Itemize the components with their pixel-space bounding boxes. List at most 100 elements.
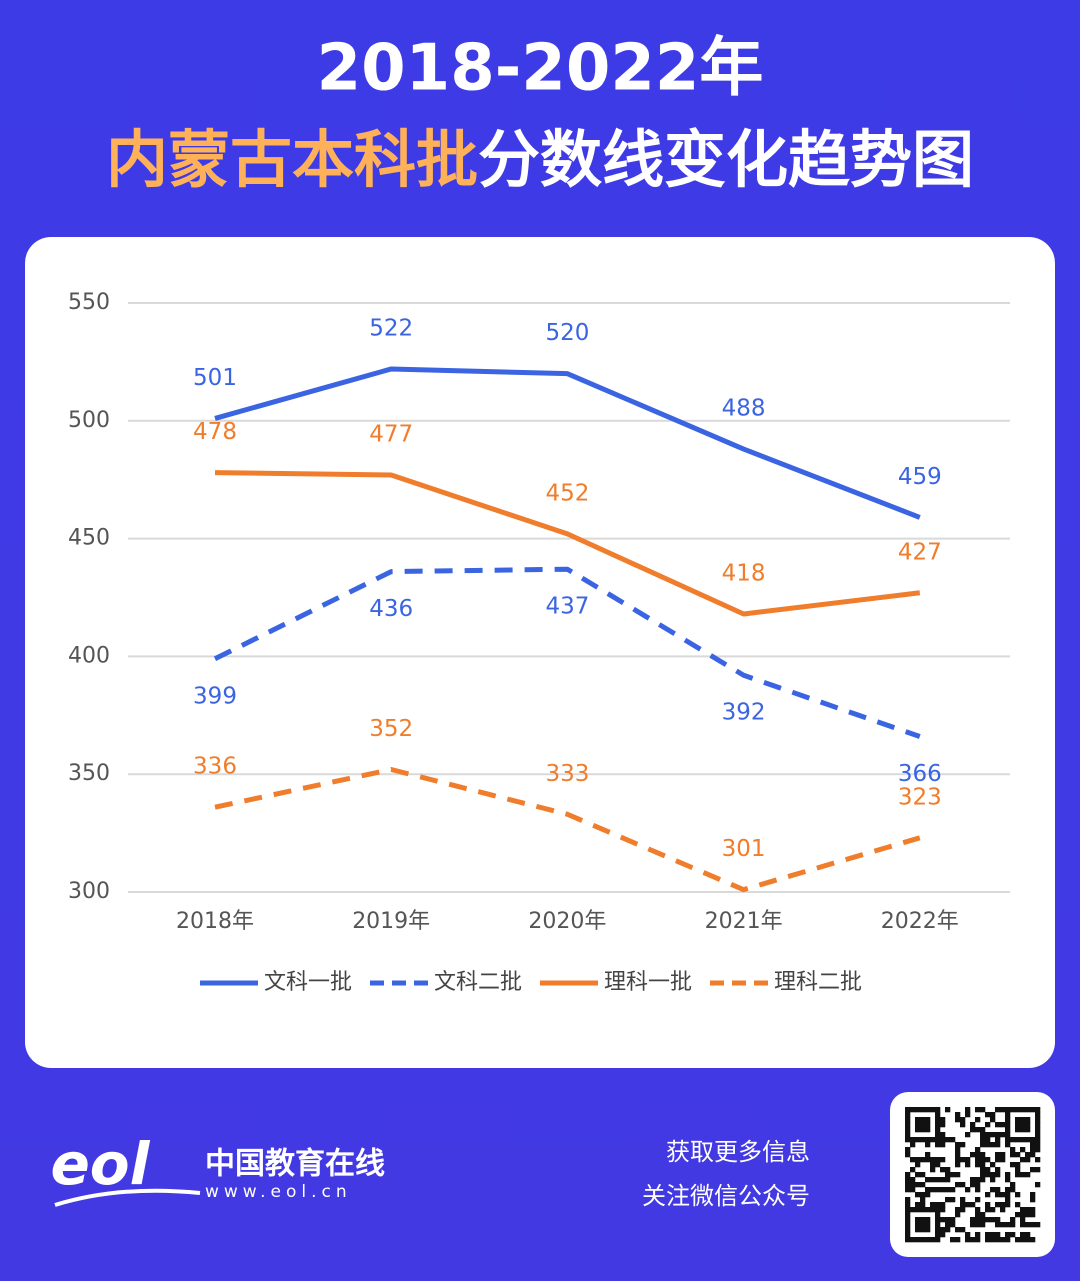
qr-module <box>1010 1147 1016 1153</box>
qr-module <box>980 1107 986 1113</box>
data-label: 522 <box>369 315 413 341</box>
qr-module <box>985 1237 991 1243</box>
qr-module <box>905 1172 911 1178</box>
x-tick-label: 2020年 <box>528 909 606 934</box>
qr-module <box>1030 1147 1036 1153</box>
qr-module <box>905 1212 911 1218</box>
qr-module <box>970 1122 976 1128</box>
qr-module <box>1000 1157 1006 1163</box>
qr-module <box>920 1172 926 1178</box>
data-label: 459 <box>898 464 942 490</box>
qr-module <box>945 1177 951 1183</box>
qr-module <box>935 1217 941 1223</box>
qr-module <box>1000 1237 1006 1243</box>
qr-module <box>1020 1137 1026 1143</box>
qr-module <box>910 1177 916 1183</box>
qr-module <box>920 1122 926 1128</box>
qr-module <box>990 1232 996 1238</box>
qr-module <box>915 1182 921 1188</box>
qr-module <box>915 1227 921 1233</box>
qr-module <box>945 1137 951 1143</box>
qr-module <box>935 1117 941 1123</box>
qr-module <box>955 1237 961 1243</box>
qr-module <box>910 1157 916 1163</box>
qr-module <box>945 1227 951 1233</box>
qr-module <box>1000 1202 1006 1208</box>
qr-module <box>920 1222 926 1228</box>
qr-module <box>935 1177 941 1183</box>
qr-module <box>980 1142 986 1148</box>
qr-module <box>985 1157 991 1163</box>
qr-module <box>975 1222 981 1228</box>
qr-module <box>1015 1152 1021 1158</box>
qr-module <box>905 1207 911 1213</box>
qr-module <box>965 1187 971 1193</box>
x-tick-label: 2022年 <box>881 909 959 934</box>
qr-module <box>1025 1237 1031 1243</box>
qr-module <box>980 1152 986 1158</box>
qr-module <box>955 1162 961 1168</box>
qr-module <box>970 1237 976 1243</box>
qr-module <box>995 1157 1001 1163</box>
qr-module <box>985 1232 991 1238</box>
qr-module <box>1020 1212 1026 1218</box>
data-label: 336 <box>193 754 237 780</box>
qr-module <box>1000 1192 1006 1198</box>
qr-module <box>1030 1237 1036 1243</box>
qr-module <box>915 1192 921 1198</box>
qr-module <box>995 1202 1001 1208</box>
qr-module <box>985 1132 991 1138</box>
qr-module <box>1010 1162 1016 1168</box>
qr-module <box>920 1197 926 1203</box>
qr-module <box>925 1222 931 1228</box>
qr-module <box>955 1117 961 1123</box>
qr-module <box>1005 1112 1011 1118</box>
qr-module <box>920 1192 926 1198</box>
qr-module <box>985 1167 991 1173</box>
qr-module <box>1010 1217 1016 1223</box>
qr-module <box>935 1132 941 1138</box>
qr-module <box>980 1132 986 1138</box>
qr-module <box>910 1182 916 1188</box>
qr-module <box>1020 1222 1026 1228</box>
qr-module <box>975 1162 981 1168</box>
qr-module <box>925 1177 931 1183</box>
qr-module <box>1030 1222 1036 1228</box>
qr-module <box>985 1172 991 1178</box>
qr-module <box>1010 1182 1016 1188</box>
qr-module <box>990 1177 996 1183</box>
data-label: 452 <box>545 480 589 506</box>
qr-module <box>960 1227 966 1233</box>
qr-module <box>920 1202 926 1208</box>
qr-module <box>940 1187 946 1193</box>
data-label: 418 <box>722 560 766 586</box>
qr-module <box>980 1177 986 1183</box>
qr-module <box>925 1127 931 1133</box>
qr-module <box>1025 1232 1031 1238</box>
y-tick-label: 500 <box>68 408 110 433</box>
qr-module <box>1035 1142 1041 1148</box>
qr-module <box>995 1107 1001 1113</box>
qr-module <box>1025 1122 1031 1128</box>
qr-module <box>985 1122 991 1128</box>
title-line1: 2018-2022年 <box>317 32 764 106</box>
qr-module <box>975 1107 981 1113</box>
qr-module <box>1020 1127 1026 1133</box>
qr-module <box>930 1167 936 1173</box>
qr-module <box>975 1217 981 1223</box>
qr-module <box>930 1202 936 1208</box>
qr-module <box>935 1187 941 1193</box>
qr-module <box>920 1127 926 1133</box>
qr-module <box>905 1117 911 1123</box>
qr-module <box>910 1137 916 1143</box>
qr-module <box>1005 1222 1011 1228</box>
qr-module <box>940 1227 946 1233</box>
qr-module <box>1000 1107 1006 1113</box>
qr-module <box>975 1182 981 1188</box>
qr-module <box>965 1232 971 1238</box>
qr-module <box>995 1167 1001 1173</box>
qr-module <box>920 1237 926 1243</box>
qr-module <box>980 1127 986 1133</box>
qr-module <box>1010 1222 1016 1228</box>
